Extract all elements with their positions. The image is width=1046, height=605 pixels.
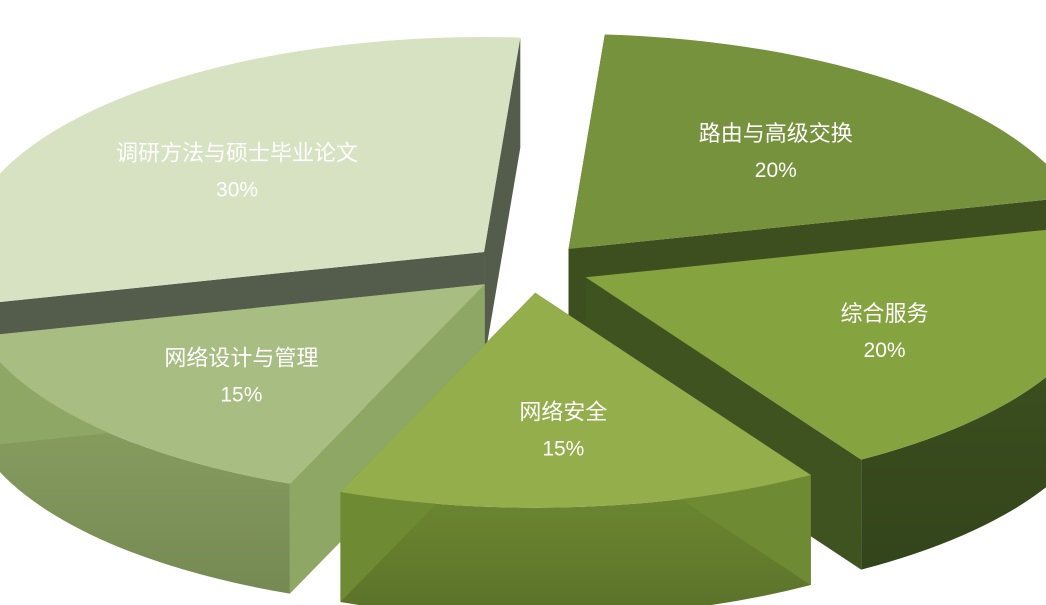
slice-cut-face <box>484 37 521 363</box>
slice-top-face <box>0 37 521 302</box>
slice-label: 路由与高级交换 <box>699 122 853 147</box>
slice-top-face <box>568 34 1046 249</box>
slice-value-label: 15% <box>542 438 584 461</box>
pie-slice <box>0 284 485 594</box>
slice-top-face <box>0 284 485 484</box>
slice-label: 网络安全 <box>519 401 607 426</box>
slice-top-face <box>340 292 811 508</box>
slice-value-label: 20% <box>755 159 797 182</box>
slice-top-face <box>585 229 1046 460</box>
slice-label: 综合服务 <box>841 302 929 327</box>
pie-slices <box>0 34 1046 605</box>
slice-outer-wall-shade <box>340 475 811 605</box>
slice-label: 调研方法与硕士毕业论文 <box>116 141 358 166</box>
slice-value-label: 20% <box>864 339 906 362</box>
slice-value-label: 30% <box>216 178 258 201</box>
slice-outer-wall-shade <box>861 377 1046 570</box>
pie-labels: 路由与高级交换 20% 综合服务 20% 网络安全 15% 网络设计与管理 15% 调研方法与硕… <box>116 122 929 461</box>
slice-value-label: 15% <box>220 384 262 407</box>
slice-label: 网络设计与管理 <box>164 347 318 372</box>
pie-slice <box>340 292 811 605</box>
